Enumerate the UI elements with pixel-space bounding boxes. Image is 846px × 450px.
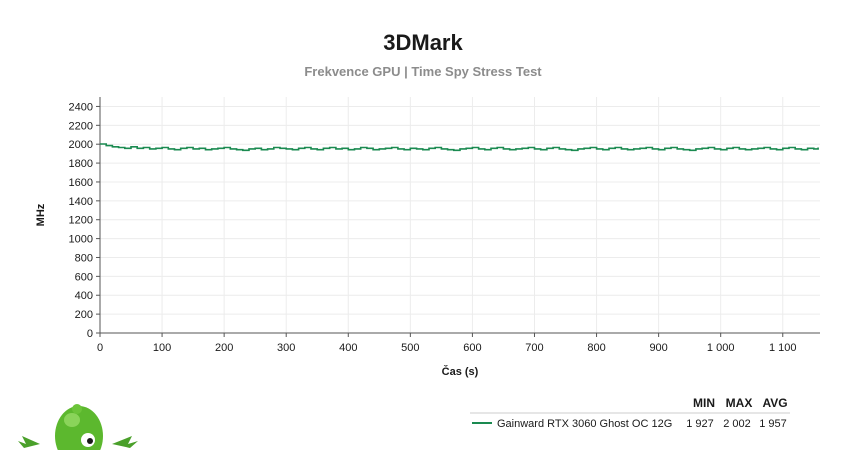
chart-subtitle: Frekvence GPU | Time Spy Stress Test — [304, 64, 542, 79]
y-tick-label: 2000 — [69, 139, 93, 151]
y-tick-label: 400 — [75, 290, 93, 302]
mascot-right-hand — [112, 436, 138, 448]
y-tick-label: 1400 — [69, 196, 93, 208]
x-tick-label: 400 — [339, 342, 357, 354]
y-tick-label: 1200 — [69, 215, 93, 227]
x-axis-ticks: 0 100 200 300 400 500 600 700 800 900 1 000 1 100 — [97, 333, 797, 354]
x-tick-label: 1 100 — [769, 342, 797, 354]
x-axis-label: Čas (s) — [442, 365, 479, 378]
x-tick-label: 800 — [587, 342, 605, 354]
legend-avg-value: 1 957 — [759, 418, 787, 430]
legend-min-value: 1 927 — [686, 418, 714, 430]
grid — [99, 97, 820, 334]
y-tick-label: 600 — [75, 271, 93, 283]
legend-header-avg: AVG — [762, 396, 787, 410]
y-tick-label: 200 — [75, 309, 93, 321]
mascot-highlight — [64, 413, 80, 427]
x-tick-label: 200 — [215, 342, 233, 354]
legend-header-min: MIN — [693, 396, 715, 410]
x-tick-label: 600 — [463, 342, 481, 354]
x-tick-label: 700 — [525, 342, 543, 354]
chart-title: 3DMark — [383, 30, 463, 55]
series — [100, 143, 819, 152]
y-tick-label: 2200 — [69, 120, 93, 132]
x-tick-label: 100 — [153, 342, 171, 354]
legend-series-name: Gainward RTX 3060 Ghost OC 12G — [497, 418, 672, 430]
legend: MIN MAX AVG Gainward RTX 3060 Ghost OC 1… — [470, 396, 790, 430]
mascot-pupil — [87, 438, 93, 444]
y-tick-label: 1800 — [69, 158, 93, 170]
x-tick-label: 500 — [401, 342, 419, 354]
x-tick-label: 1 000 — [707, 342, 735, 354]
mascot-left-hand — [18, 436, 40, 448]
legend-header-max: MAX — [726, 396, 753, 410]
x-tick-label: 900 — [649, 342, 667, 354]
legend-max-value: 2 002 — [723, 418, 751, 430]
series-line — [100, 143, 819, 152]
axes — [99, 97, 820, 334]
y-tick-label: 1000 — [69, 234, 93, 246]
y-tick-label: 1600 — [69, 177, 93, 189]
x-tick-label: 0 — [97, 342, 103, 354]
y-axis-label: MHz — [35, 203, 47, 226]
y-axis-ticks: 0 200 400 600 800 1000 1200 1400 1600 1800 2000 220… — [69, 101, 100, 340]
x-tick-label: 300 — [277, 342, 295, 354]
mascot-logo — [18, 404, 138, 450]
mascot-antenna — [72, 404, 82, 414]
y-tick-label: 800 — [75, 252, 93, 264]
y-tick-label: 0 — [87, 328, 93, 340]
y-tick-label: 2400 — [69, 101, 93, 113]
